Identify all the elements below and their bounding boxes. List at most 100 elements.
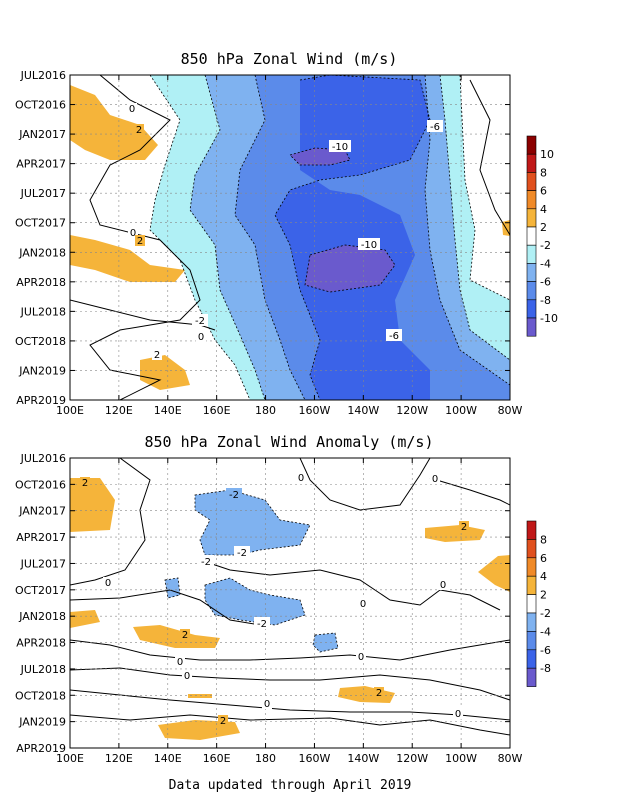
top-x-axis: 100E 120E 140E 160E 180 160W 140W 120W 100W 80W xyxy=(56,75,523,417)
contour-label: -2 xyxy=(201,557,211,568)
colorbar-label: -2 xyxy=(540,239,551,252)
colorbar-swatch xyxy=(526,631,537,651)
bottom-region-orange-3 xyxy=(133,625,220,648)
top-plot-area: 100E 120E 140E 160E 180 160W 140W 120W 100W 80W J… xyxy=(15,69,523,417)
colorbar-label: -6 xyxy=(540,276,551,289)
contour-label: -2 xyxy=(237,548,247,559)
bottom-region-orange-5 xyxy=(478,555,510,592)
y-tick-label: APR2019 xyxy=(16,742,66,755)
y-tick-label: JUL2018 xyxy=(20,305,66,318)
bottom-region-orange-4 xyxy=(425,525,485,542)
colorbar-swatch xyxy=(526,594,537,614)
colorbar-swatch xyxy=(526,299,537,319)
footer-note: Data updated through April 2019 xyxy=(169,778,412,793)
contour-label: 0 xyxy=(298,473,304,484)
x-tick-label: 120W xyxy=(396,404,428,417)
y-tick-label: OCT2016 xyxy=(15,478,66,491)
bottom-region-orange-2 xyxy=(70,610,100,628)
top-region-orange-1 xyxy=(70,85,158,160)
top-chart-title: 850 hPa Zonal Wind (m/s) xyxy=(181,50,398,68)
colorbar-label: -2 xyxy=(540,607,551,620)
y-tick-label: APR2019 xyxy=(16,394,66,407)
contour-label: 2 xyxy=(154,350,160,361)
contour-label: -6 xyxy=(430,122,440,133)
y-tick-label: JAN2019 xyxy=(18,364,66,377)
contour-label: 2 xyxy=(137,236,143,247)
colorbar-swatch xyxy=(526,153,537,173)
colorbar-swatch xyxy=(526,263,537,282)
top-y-axis: JUL2016 OCT2016 JAN2017 APR2017 JUL2017 OCT20… xyxy=(15,69,510,407)
y-tick-label: APR2018 xyxy=(16,276,66,289)
bottom-y-axis: JUL2016 OCT2016 JAN2017 APR2017 JUL2017 OCT20… xyxy=(15,452,510,755)
y-tick-label: JUL2017 xyxy=(20,557,66,570)
contour-label: 2 xyxy=(220,716,226,727)
contour-label: -6 xyxy=(389,331,399,342)
y-tick-label: APR2018 xyxy=(16,637,66,650)
colorbar-label: -4 xyxy=(540,625,551,638)
x-tick-label: 160W xyxy=(299,752,331,765)
bottom-chart-title: 850 hPa Zonal Wind Anomaly (m/s) xyxy=(145,433,434,451)
colorbar-label: -4 xyxy=(540,257,551,270)
contour-label: -2 xyxy=(257,619,267,630)
colorbar-label: 6 xyxy=(540,185,547,198)
bottom-region-lightblue-3 xyxy=(165,578,180,598)
y-tick-label: JAN2017 xyxy=(18,128,66,141)
y-tick-label: OCT2017 xyxy=(15,584,66,597)
x-tick-label: 180 xyxy=(255,752,276,765)
colorbar-label: 4 xyxy=(540,570,547,583)
bottom-colorbar: 8 6 4 2 -2 -4 -6 -8 xyxy=(526,520,551,687)
x-tick-label: 160W xyxy=(299,404,331,417)
contour-label: -2 xyxy=(229,490,239,501)
x-tick-label: 80W xyxy=(498,752,523,765)
y-tick-label: OCT2017 xyxy=(15,217,66,230)
colorbar-label: 6 xyxy=(540,552,547,565)
contour-label: -2 xyxy=(195,316,205,327)
top-contour-labels: 0 2 -10 -6 0 2 -10 -2 0 -6 2 xyxy=(127,103,443,361)
y-tick-label: JAN2018 xyxy=(18,246,66,259)
y-tick-label: JAN2018 xyxy=(18,610,66,623)
x-tick-label: 80W xyxy=(498,404,523,417)
x-tick-label: 100E xyxy=(56,752,84,765)
colorbar-swatch xyxy=(526,317,537,337)
bottom-x-axis: 100E 120E 140E 160E 180 160W 140W 120W 100W 80W xyxy=(56,458,523,765)
bottom-contour-labels: 2 -2 0 0 -2 -2 2 0 0 -2 2 0 0 0 0 2 0 2 … xyxy=(80,472,469,727)
colorbar-swatch xyxy=(526,190,537,210)
top-region-purple-1 xyxy=(290,148,350,165)
x-tick-label: 120W xyxy=(396,752,428,765)
y-tick-label: JAN2017 xyxy=(18,505,66,518)
contour-label: 2 xyxy=(82,478,88,489)
colorbar-label: 2 xyxy=(540,589,547,602)
colorbar-swatch xyxy=(526,135,537,155)
contour-label: 0 xyxy=(105,578,111,589)
bottom-plot-area: 100E 120E 140E 160E 180 160W 140W 120W 100W 80W J… xyxy=(15,452,523,765)
contour-label: 0 xyxy=(440,580,446,591)
y-tick-label: JUL2018 xyxy=(20,663,66,676)
bottom-region-orange-1 xyxy=(70,478,115,532)
colorbar-label: -8 xyxy=(540,294,551,307)
colorbar-swatch xyxy=(526,172,537,191)
top-grid xyxy=(70,75,510,400)
colorbar-swatch xyxy=(526,226,537,246)
x-tick-label: 160E xyxy=(203,752,231,765)
colorbar-swatch xyxy=(526,557,537,577)
x-tick-label: 180 xyxy=(255,404,276,417)
colorbar-label: -10 xyxy=(540,312,558,325)
contour-label: 0 xyxy=(177,657,183,668)
colorbar-swatch xyxy=(526,244,537,264)
x-tick-label: 140W xyxy=(347,752,379,765)
x-tick-label: 120E xyxy=(105,752,133,765)
colorbar-label: 4 xyxy=(540,203,547,216)
x-tick-label: 140E xyxy=(154,752,182,765)
x-tick-label: 120E xyxy=(105,404,133,417)
contour-label: -10 xyxy=(361,240,377,251)
x-tick-label: 140E xyxy=(154,404,182,417)
y-tick-label: OCT2018 xyxy=(15,335,66,348)
colorbar-swatch xyxy=(526,667,537,687)
bottom-region-lightblue-1 xyxy=(195,490,310,555)
y-tick-label: OCT2016 xyxy=(15,99,66,112)
x-tick-label: 100W xyxy=(445,404,477,417)
y-tick-label: JUL2017 xyxy=(20,187,66,200)
colorbar-label: 8 xyxy=(540,533,547,546)
contour-label: 0 xyxy=(198,332,204,343)
